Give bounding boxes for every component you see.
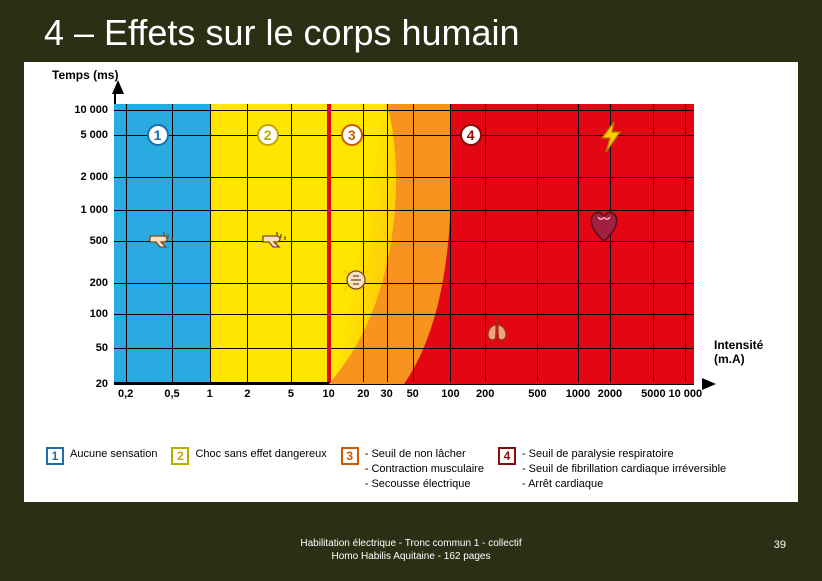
- y-tick-label: 10 000: [74, 104, 108, 116]
- y-axis-label: Temps (ms): [52, 68, 118, 82]
- gridline-h: [114, 110, 694, 111]
- x-tick-label: 1000: [566, 388, 590, 400]
- plot-area: Intensité (m.A) 0,20,5125102030501002005…: [114, 104, 694, 384]
- zone-badge-3: 3: [341, 124, 363, 146]
- x-tick-label: 2: [244, 388, 250, 400]
- hand-icon: [146, 226, 180, 257]
- footer-line-1: Habilitation électrique - Tronc commun 1…: [0, 537, 822, 550]
- chart-panel: Temps (ms) Intensité (m.A) 0,2 0,5 1 2 5 10 20…: [24, 62, 798, 502]
- zone-3: [329, 104, 451, 382]
- y-tick-label: 100: [90, 308, 108, 320]
- legend-badge-2: 2: [171, 447, 189, 465]
- y-axis-arrow: [112, 80, 124, 94]
- y-tick-label: 500: [90, 235, 108, 247]
- lungs-icon: [480, 313, 514, 348]
- hand-icon: [259, 226, 293, 257]
- gridline-h: [114, 177, 694, 178]
- gridline-v: [387, 104, 388, 382]
- zone-badge-1: 1: [147, 124, 169, 146]
- gridline-h: [114, 283, 694, 284]
- y-tick-label: 20: [96, 378, 108, 390]
- x-axis-label: Intensité (m.A): [714, 338, 763, 366]
- legend-item-2: 2 Choc sans effet dangereux: [171, 447, 326, 465]
- gridline-h: [114, 348, 694, 349]
- threshold-line: [327, 104, 331, 382]
- x-axis-arrow: [702, 378, 716, 390]
- y-tick-label: 50: [96, 342, 108, 354]
- legend-item-4: 4 - Seuil de paralysie respiratoire- Seui…: [498, 447, 726, 492]
- gridline-v: [363, 104, 364, 382]
- x-tick-label: 0,2: [118, 388, 133, 400]
- gridline-h: [114, 384, 694, 385]
- slide-title: 4 – Effets sur le corps humain: [0, 0, 822, 54]
- x-tick-label: 2000: [598, 388, 622, 400]
- legend: 1 Aucune sensation 2 Choc sans effet danger…: [46, 447, 788, 492]
- x-tick-label: 200: [476, 388, 494, 400]
- x-tick-label: 1: [207, 388, 213, 400]
- heart-icon: [584, 207, 624, 250]
- legend-badge-3: 3: [341, 447, 359, 465]
- gridline-v: [210, 104, 211, 382]
- y-tick-label: 5 000: [80, 129, 108, 141]
- x-tick-label: 10: [322, 388, 334, 400]
- legend-badge-1: 1: [46, 447, 64, 465]
- gridline-v: [450, 104, 451, 382]
- gridline-v: [685, 104, 686, 382]
- legend-item-1: 1 Aucune sensation: [46, 447, 157, 465]
- gridline-v: [653, 104, 654, 382]
- gridline-v: [413, 104, 414, 382]
- x-tick-label: 30: [380, 388, 392, 400]
- lightning-icon: [596, 120, 626, 159]
- gridline-v: [126, 104, 127, 382]
- x-tick-label: 500: [528, 388, 546, 400]
- legend-text: - Seuil de paralysie respiratoire- Seuil…: [522, 447, 726, 492]
- zone-badge-2: 2: [257, 124, 279, 146]
- x-tick-label: 0,5: [164, 388, 179, 400]
- zone-badge-4: 4: [460, 124, 482, 146]
- gridline-v: [578, 104, 579, 382]
- y-tick-label: 1 000: [80, 204, 108, 216]
- gridline-h: [114, 314, 694, 315]
- legend-text: - Seuil de non lâcher- Contraction muscu…: [365, 447, 484, 492]
- x-tick-label: 5000: [641, 388, 665, 400]
- legend-badge-4: 4: [498, 447, 516, 465]
- gridline-v: [537, 104, 538, 382]
- x-tick-label: 5: [288, 388, 294, 400]
- footer-line-2: Homo Habilis Aquitaine - 162 pages: [0, 550, 822, 563]
- fist-icon: [341, 265, 371, 300]
- x-tick-label: 20: [357, 388, 369, 400]
- y-tick-label: 200: [90, 277, 108, 289]
- footer: Habilitation électrique - Tronc commun 1…: [0, 537, 822, 563]
- legend-item-3: 3 - Seuil de non lâcher- Contraction musc…: [341, 447, 484, 492]
- page-number: 39: [774, 539, 786, 551]
- legend-text: Choc sans effet dangereux: [195, 447, 326, 462]
- x-tick-label: 100: [441, 388, 459, 400]
- x-tick-label: 50: [407, 388, 419, 400]
- y-tick-label: 2 000: [80, 171, 108, 183]
- legend-text: Aucune sensation: [70, 447, 157, 462]
- gridline-v: [247, 104, 248, 382]
- x-tick-label: 10 000: [668, 388, 702, 400]
